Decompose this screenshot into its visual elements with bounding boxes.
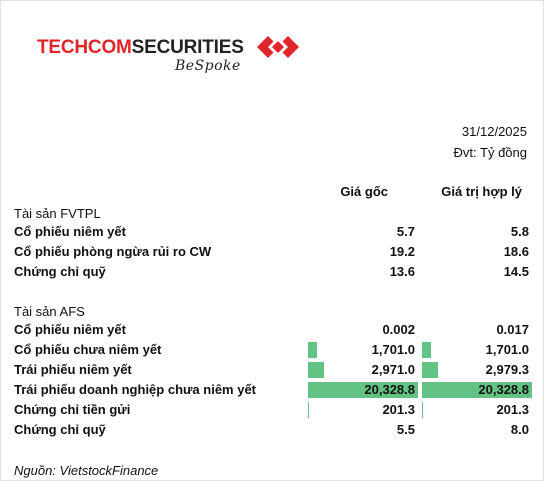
row-label: Cổ phiếu niêm yết: [14, 224, 126, 239]
cost-cell: 201.3: [308, 400, 418, 420]
fair-value-cell: 14.5: [422, 262, 532, 282]
fair-value-value: 5.8: [510, 224, 529, 239]
cost-data-bar: [308, 342, 317, 358]
fair-value-data-bar: [422, 342, 431, 358]
cost-cell: 0.002: [308, 320, 418, 340]
fair-value-data-bar: [422, 382, 532, 398]
fair-value-value: 2,979.3: [485, 362, 529, 377]
cost-value: 19.2: [389, 244, 415, 259]
fair-value-value: 14.5: [503, 264, 529, 279]
source-note: Nguồn: VietstockFinance: [14, 463, 159, 478]
section-afs-title: Tài sản AFS: [14, 304, 85, 319]
unit-label: Đvt: Tỷ đồng: [453, 145, 527, 160]
fair-value-cell: 8.0: [422, 420, 532, 440]
row-label: Cổ phiếu niêm yết: [14, 322, 126, 337]
cost-cell: 19.2: [308, 242, 418, 262]
cost-value: 13.6: [389, 264, 415, 279]
report-date: 31/12/2025: [461, 124, 527, 139]
techcom-securities-logo: TECHCOMSECURITIES BeSpoke: [37, 32, 307, 84]
logo-diamond-icon: [257, 36, 299, 58]
row-label: Cổ phiếu phòng ngừa rủi ro CW: [14, 244, 212, 259]
row-label: Chứng chỉ tiền gửi: [14, 402, 131, 417]
header-fair-value: Giá trị hợp lý: [441, 184, 522, 199]
cost-cell: 5.5: [308, 420, 418, 440]
fair-value-value: 1,701.0: [485, 342, 529, 357]
table-row: Trái phiếu niêm yết 2,971.0 2,979.3: [14, 360, 534, 380]
fair-value-cell: 20,328.8: [422, 380, 532, 400]
table-row: Chứng chỉ tiền gửi 201.3 201.3: [14, 400, 534, 420]
fair-value-data-bar: [422, 362, 438, 378]
cost-value: 0.002: [382, 322, 415, 337]
logo-tagline: BeSpoke: [175, 58, 241, 74]
section-fvtpl-title: Tài sản FVTPL: [14, 206, 101, 221]
cost-cell: 1,701.0: [308, 340, 418, 360]
cost-value: 201.3: [382, 402, 415, 417]
fair-value-cell: 0.017: [422, 320, 532, 340]
cost-data-bar: [308, 382, 418, 398]
logo-wordmark: TECHCOMSECURITIES: [37, 37, 244, 58]
fair-value-value: 20,328.8: [478, 382, 529, 397]
cost-value: 5.7: [396, 224, 415, 239]
table-row: Cổ phiếu niêm yết 0.002 0.017: [14, 320, 534, 340]
fair-value-cell: 1,701.0: [422, 340, 532, 360]
row-label: Trái phiếu doanh nghiệp chưa niêm yết: [14, 382, 257, 397]
header-cost: Giá gốc: [340, 184, 388, 199]
fair-value-cell: 201.3: [422, 400, 532, 420]
cost-value: 1,701.0: [371, 342, 415, 357]
row-label: Cổ phiếu chưa niêm yết: [14, 342, 162, 357]
fair-value-cell: 18.6: [422, 242, 532, 262]
cost-cell: 5.7: [308, 222, 418, 242]
fair-value-value: 8.0: [510, 422, 529, 437]
table-row: Cổ phiếu niêm yết 5.7 5.8: [14, 222, 534, 242]
cost-cell: 20,328.8: [308, 380, 418, 400]
table-row: Chứng chỉ quỹ 13.6 14.5: [14, 262, 534, 282]
cost-value: 2,971.0: [371, 362, 415, 377]
cost-value: 5.5: [396, 422, 415, 437]
table-row: Trái phiếu doanh nghiệp chưa niêm yết 20,…: [14, 380, 534, 400]
row-label: Trái phiếu niêm yết: [14, 362, 132, 377]
fair-value-value: 18.6: [503, 244, 529, 259]
fair-value-cell: 5.8: [422, 222, 532, 242]
cost-data-bar: [308, 362, 324, 378]
cost-value: 20,328.8: [364, 382, 415, 397]
table-row: Cổ phiếu phòng ngừa rủi ro CW 19.2 18.6: [14, 242, 534, 262]
table-row: Chứng chỉ quỹ 5.5 8.0: [14, 420, 534, 440]
fair-value-data-bar: [422, 402, 423, 418]
cost-cell: 13.6: [308, 262, 418, 282]
fair-value-cell: 2,979.3: [422, 360, 532, 380]
cost-data-bar: [308, 402, 309, 418]
cost-cell: 2,971.0: [308, 360, 418, 380]
fair-value-value: 0.017: [496, 322, 529, 337]
row-label: Chứng chỉ quỹ: [14, 422, 106, 437]
table-row: Cổ phiếu chưa niêm yết 1,701.0 1,701.0: [14, 340, 534, 360]
fair-value-value: 201.3: [496, 402, 529, 417]
row-label: Chứng chỉ quỹ: [14, 264, 106, 279]
